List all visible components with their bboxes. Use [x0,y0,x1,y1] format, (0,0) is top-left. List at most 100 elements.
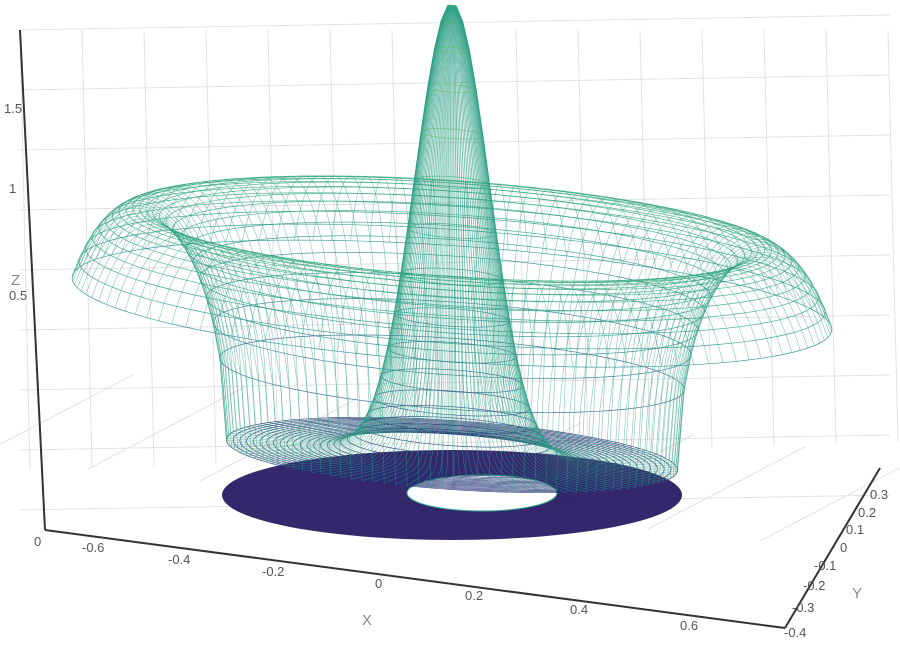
surface-radial-line [95,4,449,440]
surface-radial-line [210,4,450,434]
x-tick-label: -0.4 [168,552,190,567]
x-tick-label: 0.2 [465,588,483,603]
surface-radial-line [453,5,622,441]
surface-radial-line [452,6,535,493]
surface-radial-line [454,5,673,444]
surface-radial-line [312,4,451,433]
grid-line [759,467,900,542]
surface-radial-line [455,5,801,484]
surface-radial-line [154,4,449,436]
z-tick-label: 1.5 [4,101,22,116]
grid-line [199,398,358,482]
surface-radial-line [350,4,452,433]
grid-line [887,29,899,443]
surface-radial-line [142,4,449,436]
surface-radial-line [131,4,449,437]
x-tick-label: -0.6 [82,540,104,555]
surface-radial-line [331,4,451,433]
surface-radial-line [455,6,793,485]
z-tick-label: 0.5 [9,288,27,303]
z-axis-line [19,29,46,531]
surface-radial-line [455,5,827,465]
surface-radial-line [195,4,450,434]
surface-radial-line [389,4,452,434]
surface-radial-line [72,5,449,447]
surface-radial-line [98,5,449,455]
surface-radial-line [453,6,573,494]
surface-radial-line [146,5,449,464]
z-tick-label: 1 [9,181,16,196]
surface-radial-line [454,6,709,492]
surface-radial-line [454,6,679,493]
surface-radial-line [124,5,449,460]
surface-radial-line [455,5,815,481]
surface-radial-line [199,5,450,472]
grid-line [515,29,527,455]
surface-radial-line [282,6,451,480]
surface-radial-line [454,6,737,490]
surface-contour-line [219,334,685,414]
axes [19,29,881,629]
x-tick-label: 0.6 [680,618,698,633]
surface-radial-line [300,6,451,481]
surface-radial-line [455,5,758,450]
grid-line [19,74,891,91]
surface-radial-line [185,5,450,470]
z-axis-title: Z [11,272,20,289]
surface-radial-line [435,6,453,489]
surface-radial-line [454,5,733,448]
surface-radial-line [451,4,469,435]
surface-radial-line [454,5,705,446]
surface-radial-line [453,5,586,439]
surface-radial-line [369,4,452,434]
surface-radial-line [454,5,746,449]
x-tick-label: 0.4 [570,602,588,617]
tick-labels: 1.5 1 0.5 Z 0 -0.6 -0.4 -0.2 0 0.2 0.4 0… [4,101,888,640]
surface-radial-line [454,5,657,443]
surface-radial-line [452,6,515,493]
surface-radial-line [455,5,809,482]
grid-line [825,29,837,445]
grid-line [329,29,341,461]
surface-radial-line [453,5,640,442]
surface-contour-line [71,239,833,368]
grid-line [87,386,246,470]
surface-contour-line [118,177,786,290]
surface-radial-line [134,5,449,462]
wireframe-surface [71,4,833,540]
y-tick-label: -0.1 [814,558,836,573]
grid-line [267,29,279,463]
surface-radial-line [247,5,450,477]
y-axis-line [784,467,881,629]
y-axis-title: Y [852,585,862,602]
x-tick-label: -0.2 [262,564,284,579]
surface-radial-line [448,4,453,435]
x-axis-title: X [362,612,372,629]
surface-radial-line [180,4,450,435]
surface-radial-line [80,5,449,451]
surface-radial-line [455,5,819,461]
surface-radial-line [453,6,610,494]
grid-line [19,434,891,451]
y-tick-label: -0.2 [803,578,825,593]
surface-radial-line [454,5,689,445]
surface-radial-line [415,6,452,489]
surface-radial-line [121,4,449,437]
surface-radial-line [453,6,628,494]
surface-radial-line [454,5,719,447]
surface-radial-line [454,6,662,493]
surface-radial-line [356,6,452,486]
surface-radial-line [74,5,449,448]
surface-radial-line [455,5,830,467]
grid-line [19,29,31,471]
surface-radial-line [215,5,450,473]
surface-radial-line [264,5,451,478]
y-tick-label: 0 [840,540,847,555]
surface-radial-line [453,6,646,493]
surface-radial-line [453,5,604,440]
grid-line [0,374,134,445]
y-tick-label: 0.2 [858,505,876,520]
surface-radial-line [455,5,829,476]
y-tick-label: 0.1 [846,522,864,537]
